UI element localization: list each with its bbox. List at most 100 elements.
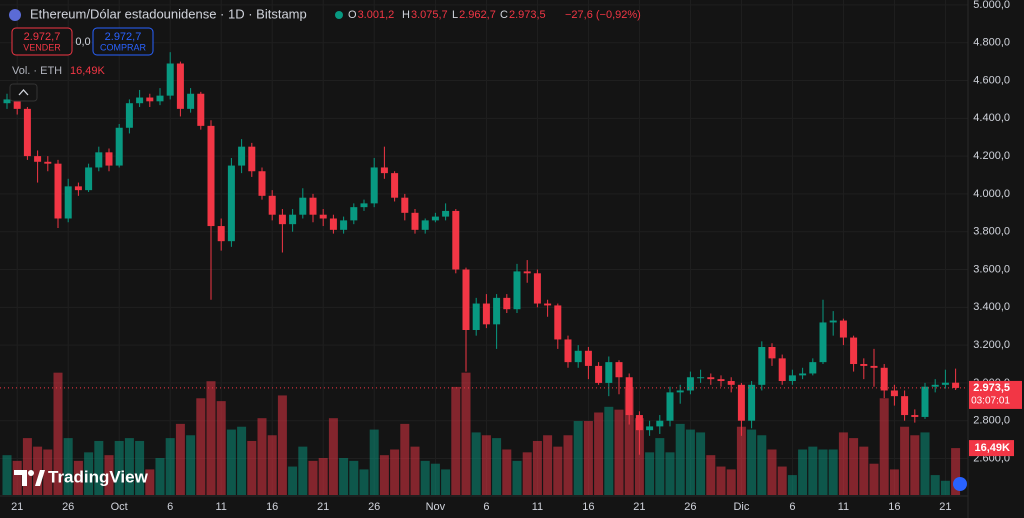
volume-bar bbox=[379, 455, 389, 495]
volume-bar bbox=[604, 406, 614, 495]
volume-bar bbox=[492, 438, 502, 495]
candle-body bbox=[564, 339, 572, 363]
candle-body bbox=[207, 125, 215, 227]
candle-body bbox=[901, 396, 909, 416]
volume-bar bbox=[298, 446, 308, 495]
volume-bar bbox=[53, 372, 63, 495]
volume-bar bbox=[441, 469, 451, 495]
volume-bar bbox=[369, 429, 379, 495]
y-tick-label: 4.000,0 bbox=[973, 188, 1010, 200]
volume-bar bbox=[808, 446, 818, 495]
candle-body bbox=[64, 186, 72, 219]
volume-bar bbox=[73, 460, 83, 495]
ohlc-key: O bbox=[348, 9, 357, 21]
volume-bar bbox=[543, 435, 553, 495]
collapse-button[interactable] bbox=[9, 83, 38, 102]
volume-bar bbox=[359, 469, 369, 495]
sell-price: 2.972,7 bbox=[24, 31, 61, 43]
logo-mark bbox=[35, 470, 45, 486]
price-tag bbox=[969, 380, 1022, 409]
candle-body bbox=[329, 218, 337, 230]
volume-bar bbox=[726, 469, 736, 495]
volume-bar bbox=[736, 426, 746, 495]
x-tick-label: Dic bbox=[733, 501, 749, 513]
candle-body bbox=[309, 197, 317, 215]
volume-bar bbox=[410, 446, 420, 495]
candle-body bbox=[136, 97, 144, 104]
candle-body bbox=[258, 171, 266, 196]
x-tick-label: 16 bbox=[582, 501, 594, 513]
volume-bar bbox=[288, 466, 298, 495]
change: −27,6 (−0,92%) bbox=[565, 9, 641, 21]
candle-body bbox=[248, 146, 256, 172]
volume-bar bbox=[798, 449, 808, 495]
x-tick-label: 26 bbox=[684, 501, 696, 513]
price-axis bbox=[968, 0, 1024, 518]
volume-bar bbox=[308, 460, 318, 495]
candle-body bbox=[717, 379, 725, 382]
collapse-icon bbox=[18, 89, 29, 96]
sell-button[interactable] bbox=[11, 27, 73, 56]
buy-button[interactable] bbox=[92, 27, 154, 56]
candle-body bbox=[646, 426, 654, 431]
volume-bar bbox=[910, 435, 920, 495]
candle-body bbox=[554, 305, 562, 340]
volume-bar bbox=[716, 466, 726, 495]
candle-body bbox=[401, 197, 409, 213]
candle-body bbox=[156, 95, 164, 102]
candle-body bbox=[391, 173, 399, 198]
candle-body bbox=[503, 297, 511, 310]
candle-body bbox=[676, 390, 684, 393]
candle-body bbox=[829, 320, 837, 323]
price-tag-label: 2.973,5 bbox=[973, 382, 1010, 394]
volume-bar bbox=[196, 398, 206, 495]
volume-bar bbox=[216, 401, 226, 495]
candle-body bbox=[890, 390, 898, 397]
volume-bar bbox=[675, 423, 685, 495]
volume-bar bbox=[614, 409, 624, 495]
volume-bar bbox=[430, 463, 440, 495]
volume-bar bbox=[777, 466, 787, 495]
y-tick-label: 3.800,0 bbox=[973, 226, 1010, 238]
x-tick-label: 21 bbox=[939, 501, 951, 513]
candle-body bbox=[737, 384, 745, 421]
candle-body bbox=[513, 271, 521, 310]
candle-body bbox=[595, 365, 603, 383]
ohlc-key: H bbox=[402, 9, 410, 21]
candle-body bbox=[860, 364, 868, 366]
volume-bar bbox=[940, 480, 950, 495]
volume-bar bbox=[706, 455, 716, 495]
volume-bar bbox=[43, 449, 53, 495]
volume-bar bbox=[237, 426, 247, 495]
volume-bar bbox=[2, 455, 12, 495]
volume-bar bbox=[145, 469, 155, 495]
target-icon[interactable] bbox=[953, 477, 967, 491]
candle-body bbox=[788, 375, 796, 382]
candle-body bbox=[13, 99, 21, 109]
candle-body bbox=[921, 386, 929, 417]
volume-bar bbox=[594, 412, 604, 495]
candle-body bbox=[187, 93, 195, 109]
volume-bar bbox=[889, 469, 899, 495]
volume-bar bbox=[553, 446, 563, 495]
candle-body bbox=[625, 377, 633, 416]
volume-bar bbox=[267, 435, 277, 495]
volume-bar bbox=[747, 429, 757, 495]
volume-bar bbox=[930, 475, 940, 495]
x-tick-label: 21 bbox=[633, 501, 645, 513]
candle-body bbox=[758, 347, 766, 385]
volume-bar bbox=[859, 446, 869, 495]
countdown: 03:07:01 bbox=[971, 396, 1010, 407]
candle-body bbox=[799, 373, 807, 376]
candle-body bbox=[3, 99, 11, 104]
candle-body bbox=[748, 384, 756, 421]
volume-bar bbox=[522, 452, 532, 495]
candle-body bbox=[289, 214, 297, 225]
candle-layer bbox=[0, 52, 968, 455]
volume-bar bbox=[757, 435, 767, 495]
volume-bar bbox=[186, 435, 196, 495]
volume-bar bbox=[318, 458, 328, 495]
ohlc-value: 3.075,7 bbox=[411, 9, 448, 21]
candle-body bbox=[268, 195, 276, 215]
